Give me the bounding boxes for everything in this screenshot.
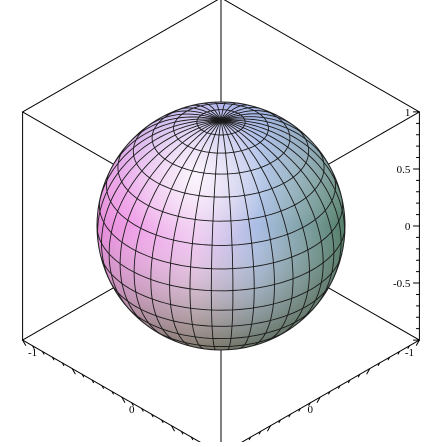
sphere-surface — [96, 101, 346, 351]
x-tick — [377, 362, 381, 367]
y-tick — [32, 345, 35, 349]
y-tick — [61, 362, 65, 367]
y-tick — [111, 390, 114, 395]
mesh-longitude-line — [126, 116, 222, 146]
mesh-longitude-line — [220, 104, 250, 121]
mesh-longitude-line — [189, 120, 222, 350]
sphere-outline — [96, 101, 346, 351]
mesh-longitude-line — [101, 119, 222, 287]
y-tick — [160, 419, 164, 424]
y-tick — [141, 408, 144, 412]
x-tick — [278, 419, 282, 424]
mesh-longitude-line — [220, 107, 263, 121]
x-tick — [415, 339, 420, 346]
y-tick-label: 0 — [129, 404, 135, 416]
y-tick — [101, 385, 104, 389]
x-tick — [316, 396, 321, 403]
x-tick — [308, 402, 311, 406]
axis-tick-labels: 1 0.5 0 -0.5 -1 0 0 -1 — [28, 107, 414, 416]
x-tick-label: 0 — [307, 404, 313, 416]
mesh-latitude-line — [97, 225, 345, 292]
x-tick — [407, 345, 410, 349]
mesh-longitude-line — [169, 120, 222, 348]
y-tick — [131, 402, 134, 406]
mesh-longitude-line — [220, 119, 342, 282]
z-tick-label: 1 — [405, 107, 411, 119]
box-edge — [22, 0, 219, 113]
mesh-longitude-line — [220, 110, 278, 121]
mesh-longitude-line — [220, 119, 310, 337]
axis-ticks — [22, 111, 420, 446]
y-tick — [91, 379, 95, 384]
x-tick — [288, 413, 291, 418]
mesh-longitude-line — [97, 119, 222, 249]
mesh-longitude-line — [119, 119, 222, 328]
z-tick-label: 0 — [405, 221, 411, 233]
x-tick — [397, 350, 401, 355]
x-tick — [258, 430, 262, 435]
mesh-longitude-line — [220, 102, 227, 121]
y-tick — [51, 356, 55, 361]
sphere-mesh — [97, 102, 345, 350]
mesh-longitude-line — [220, 119, 335, 308]
z-tick-label: -0.5 — [393, 278, 411, 290]
x-tick — [347, 379, 351, 384]
mesh-longitude-line — [108, 119, 222, 312]
y-tick-label: -1 — [28, 347, 37, 359]
mesh-longitude-line — [220, 119, 345, 248]
box-edge — [22, 339, 210, 447]
mesh-longitude-line — [97, 119, 222, 209]
mesh-longitude-line — [220, 120, 234, 350]
mesh-longitude-line — [210, 120, 222, 350]
mesh-latitude-line — [109, 281, 332, 327]
mesh-longitude-line — [107, 118, 222, 175]
y-tick — [170, 425, 175, 432]
mesh-longitude-line — [150, 119, 222, 344]
x-tick — [357, 373, 361, 378]
y-tick — [22, 339, 27, 346]
mesh-longitude-line — [220, 119, 344, 204]
box-edge — [232, 339, 420, 447]
mesh-longitude-line — [214, 102, 222, 121]
mesh-longitude-line — [220, 113, 296, 127]
x-tick — [338, 385, 341, 389]
mesh-longitude-line — [220, 120, 255, 350]
mesh-latitude-line — [105, 169, 337, 246]
y-tick — [121, 396, 126, 403]
mesh-longitude-line — [220, 119, 324, 326]
z-tick-label: 0.5 — [397, 164, 411, 176]
mesh-longitude-line — [220, 118, 332, 170]
mesh-longitude-line — [191, 104, 222, 121]
y-tick — [81, 373, 85, 378]
box-edge — [223, 0, 420, 113]
mesh-longitude-line — [133, 119, 222, 337]
x-tick — [267, 425, 272, 432]
x-tick — [328, 390, 331, 395]
x-tick — [366, 368, 371, 375]
mesh-longitude-line — [220, 120, 275, 347]
mesh-longitude-line — [220, 102, 238, 121]
mesh-longitude-line — [163, 110, 222, 121]
y-tick — [190, 436, 194, 441]
x-tick — [298, 408, 301, 412]
mesh-longitude-line — [145, 113, 222, 128]
x-tick — [248, 436, 252, 441]
mesh-longitude-line — [220, 119, 294, 343]
mesh-longitude-line — [203, 102, 222, 121]
y-tick — [41, 350, 45, 355]
y-tick — [71, 368, 76, 375]
x-tick — [387, 356, 391, 361]
x-tick-label: -1 — [405, 347, 414, 359]
y-tick — [180, 430, 184, 435]
y-tick — [151, 413, 154, 418]
